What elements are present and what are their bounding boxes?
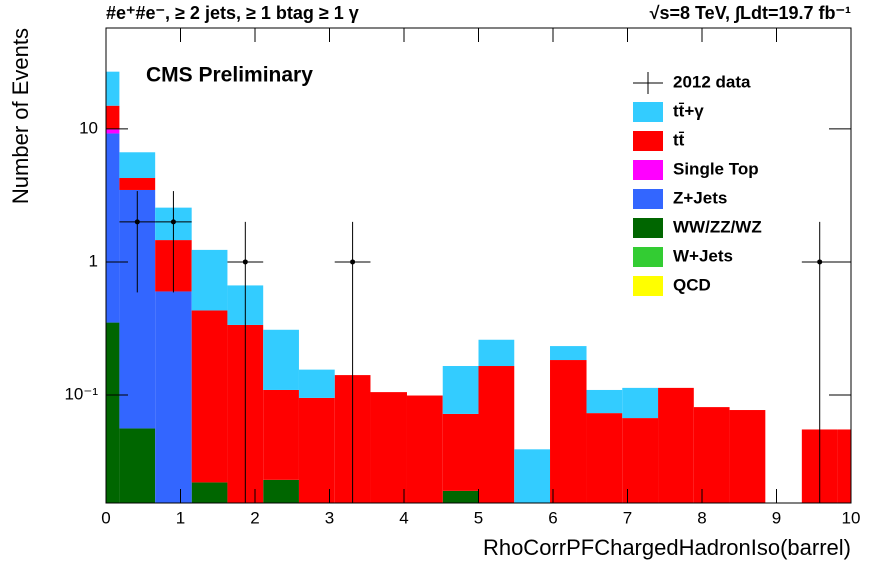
histogram-bar bbox=[370, 392, 407, 503]
histogram-bar bbox=[263, 389, 299, 480]
data-marker bbox=[134, 219, 140, 225]
data-marker bbox=[242, 259, 248, 265]
legend-label: tt̄+γ bbox=[673, 101, 704, 120]
histogram-bar bbox=[298, 397, 335, 503]
histogram-bar bbox=[729, 410, 766, 503]
legend-swatch bbox=[633, 276, 663, 296]
data-marker bbox=[817, 259, 823, 265]
histogram-bar bbox=[406, 395, 443, 503]
legend-swatch bbox=[633, 189, 663, 209]
histogram-bar bbox=[586, 389, 623, 414]
data-marker bbox=[350, 259, 356, 265]
histogram-bar bbox=[442, 413, 479, 491]
y-tick-label: 10⁻¹ bbox=[64, 384, 98, 403]
lumi-label: √s=8 TeV, ∫Ldt=19.7 fb⁻¹ bbox=[650, 3, 851, 23]
histogram-bar bbox=[106, 322, 120, 503]
histogram-bar bbox=[106, 133, 120, 323]
data-marker bbox=[170, 219, 176, 225]
legend-label: 2012 data bbox=[673, 72, 751, 91]
histogram-bar bbox=[478, 366, 515, 503]
histogram-bar bbox=[191, 249, 228, 311]
cms-label: CMS Preliminary bbox=[146, 64, 313, 87]
histogram-bar bbox=[119, 428, 156, 503]
x-tick-label: 2 bbox=[250, 508, 259, 527]
histogram-bar bbox=[263, 479, 299, 503]
legend-label: tt̄ bbox=[673, 130, 685, 149]
x-tick-label: 4 bbox=[399, 508, 408, 527]
x-tick-label: 9 bbox=[772, 508, 781, 527]
x-tick-label: 6 bbox=[548, 508, 557, 527]
histogram-bar bbox=[622, 418, 659, 503]
x-tick-label: 3 bbox=[325, 508, 334, 527]
histogram-bar bbox=[263, 329, 299, 390]
x-tick-label: 5 bbox=[474, 508, 483, 527]
histogram-bar bbox=[442, 366, 479, 414]
legend-label: WW/ZZ/WZ bbox=[673, 217, 762, 236]
histogram-bar bbox=[693, 407, 730, 503]
x-tick-label: 7 bbox=[623, 508, 632, 527]
x-axis-label: RhoCorrPFChargedHadronIso(barrel) bbox=[483, 535, 851, 560]
histogram-bar bbox=[119, 178, 156, 190]
histogram-bar bbox=[586, 413, 623, 503]
histogram-bar bbox=[550, 360, 587, 503]
x-tick-label: 0 bbox=[101, 508, 110, 527]
channel-label: #e⁺#e⁻, ≥ 2 jets, ≥ 1 btag ≥ 1 γ bbox=[106, 3, 359, 23]
data-point bbox=[119, 191, 156, 293]
legend-label: Z+Jets bbox=[673, 188, 727, 207]
y-axis-label: Number of Events bbox=[8, 28, 33, 204]
histogram-bar bbox=[658, 387, 694, 503]
legend-label: QCD bbox=[673, 275, 711, 294]
plot-area bbox=[106, 71, 851, 503]
legend-label: Single Top bbox=[673, 159, 759, 178]
histogram-bar bbox=[106, 71, 120, 106]
legend-swatch bbox=[633, 218, 663, 238]
histogram-bar bbox=[550, 346, 587, 361]
legend-swatch bbox=[633, 102, 663, 122]
histogram-bar bbox=[119, 152, 156, 179]
histogram-bar bbox=[514, 449, 551, 503]
x-tick-label: 1 bbox=[176, 508, 185, 527]
legend-swatch bbox=[633, 247, 663, 267]
legend-swatch bbox=[633, 160, 663, 180]
data-point bbox=[334, 221, 371, 503]
x-tick-label: 10 bbox=[842, 508, 861, 527]
histogram-bar bbox=[622, 387, 659, 419]
legend-swatch bbox=[633, 131, 663, 151]
histogram-bar bbox=[106, 105, 120, 130]
histogram-bar bbox=[106, 129, 120, 134]
histogram-bar bbox=[837, 429, 851, 503]
legend-label: W+Jets bbox=[673, 246, 733, 265]
x-tick-label: 8 bbox=[697, 508, 706, 527]
data-point bbox=[227, 221, 264, 503]
histogram-bar bbox=[191, 482, 228, 503]
histogram-bar bbox=[191, 310, 228, 483]
y-tick-label: 10 bbox=[79, 118, 98, 137]
data-point bbox=[155, 191, 192, 293]
histogram-bar bbox=[298, 369, 335, 398]
histogram-bar bbox=[442, 490, 479, 503]
legend: 2012 data tt̄+γ tt̄ Single Top Z+Jets WW/ZZ/W… bbox=[633, 72, 762, 296]
histogram-bar bbox=[478, 339, 515, 367]
y-tick-label: 1 bbox=[89, 251, 98, 270]
histogram-bar bbox=[155, 291, 192, 503]
